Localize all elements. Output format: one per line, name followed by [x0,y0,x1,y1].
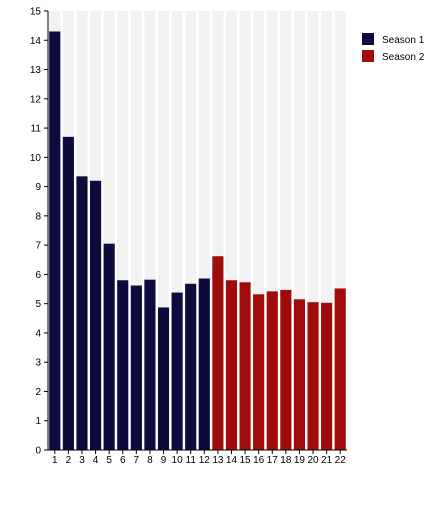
background-band [280,11,292,450]
bar [334,288,346,450]
x-tick-label: 8 [147,455,153,466]
x-tick-label: 16 [253,455,265,466]
background-band [144,11,156,450]
y-tick-label: 1 [35,416,41,427]
y-tick-label: 7 [35,241,41,252]
x-tick-label: 18 [280,455,292,466]
bar [117,280,129,450]
background-band [103,11,115,450]
background-band [171,11,183,450]
y-tick-label: 3 [35,358,41,369]
x-tick-label: 11 [186,455,197,466]
background-band [212,11,224,450]
y-tick-label: 10 [30,153,42,164]
background-band [307,11,319,450]
y-tick-label: 15 [30,7,42,18]
bar [130,285,142,450]
x-tick-label: 17 [267,455,279,466]
legend-label: Season 1 [382,35,425,46]
bars [49,31,346,451]
background-band [239,11,251,450]
y-tick-label: 9 [35,182,41,193]
bar [225,280,238,450]
bar [49,31,61,451]
background-band [293,11,305,450]
bar [103,243,115,450]
y-tick-label: 14 [30,36,42,47]
bar [253,294,265,450]
x-tick-label: 20 [307,455,319,466]
background-band [321,11,333,450]
x-tick-label: 5 [106,455,112,466]
bar [321,302,333,450]
x-tick-label: 4 [93,455,99,466]
background-band [334,11,346,450]
y-tick-label: 6 [35,270,41,281]
bar [198,278,210,450]
y-tick-label: 12 [30,94,42,105]
bar [280,289,292,450]
x-tick-label: 9 [161,455,167,466]
x-tick-label: 2 [66,455,72,466]
bar [266,291,278,450]
x-tick-label: 12 [199,455,211,466]
y-tick-label: 13 [30,65,42,76]
x-tick-label: 7 [134,455,140,466]
bar [307,302,319,450]
y-tick-label: 0 [35,446,41,457]
bar [157,307,170,450]
bar [90,180,102,450]
legend-swatch [362,33,374,45]
y-tick-label: 2 [35,387,41,398]
background-band [117,11,129,450]
x-tick-label: 15 [240,455,252,466]
bar [171,292,183,450]
x-tick-label: 21 [321,455,333,466]
x-tick-label: 1 [52,455,58,466]
x-tick-label: 13 [212,455,224,466]
y-tick-label: 8 [35,211,41,222]
x-tick-label: 19 [294,455,306,466]
bar [293,299,305,450]
background-band [253,11,265,450]
bar [239,282,251,450]
bar [76,176,88,451]
y-tick-label: 5 [35,299,41,310]
background-band [198,11,210,450]
x-tick-label: 3 [79,455,85,466]
bar [144,279,156,450]
x-tick-label: 10 [172,455,184,466]
y-tick-label: 11 [31,124,42,135]
background-band [130,11,142,450]
x-tick-label: 6 [120,455,126,466]
background-band [266,11,278,450]
background-band [185,11,197,450]
legend-label: Season 2 [382,52,425,63]
background-band [157,11,170,450]
bar [185,283,197,450]
legend: Season 1 Season 2 [362,33,425,63]
legend-swatch [362,50,374,62]
x-tick-label: 22 [335,455,347,466]
bar [212,256,224,450]
x-tick-label: 14 [226,455,238,466]
y-tick-label: 4 [35,328,41,339]
bar [62,136,74,450]
background-band [225,11,238,450]
